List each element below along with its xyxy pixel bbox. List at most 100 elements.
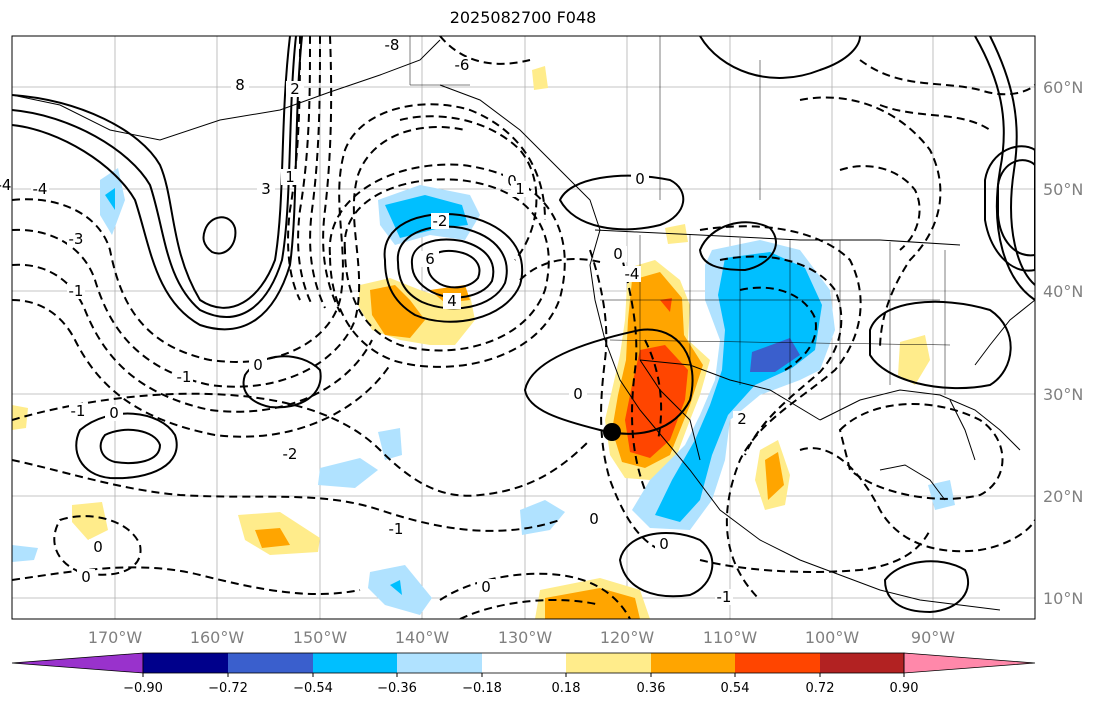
contour-label: -6 bbox=[455, 56, 470, 74]
contour-neg-hawaii bbox=[53, 515, 142, 576]
contour-label-halo bbox=[477, 579, 495, 595]
contour-label: 0 bbox=[573, 385, 583, 403]
contour-low-1 bbox=[383, 213, 524, 323]
contour-neg-4 bbox=[12, 299, 391, 438]
contour-mexico-high bbox=[698, 221, 777, 272]
shade-yellow-p6 bbox=[12, 405, 28, 430]
contour-label: 0 bbox=[253, 356, 263, 374]
colorbar-segment bbox=[482, 653, 566, 673]
contour-neg-gom-2 bbox=[799, 447, 1035, 553]
contour-neg-int-1 bbox=[699, 225, 862, 601]
shade-red-wc bbox=[625, 345, 688, 458]
colorbar-tick-label: −0.36 bbox=[377, 681, 417, 696]
contour-label-halo bbox=[383, 37, 401, 53]
contour-neg-mid-pac bbox=[519, 258, 601, 281]
contour-neg-east-1 bbox=[859, 59, 1035, 96]
contour-label-halo bbox=[77, 569, 95, 585]
contour-label-halo bbox=[623, 266, 641, 282]
contour-label-halo bbox=[67, 231, 85, 247]
lat-label: 20°N bbox=[1043, 487, 1083, 506]
contour-label-halo bbox=[387, 521, 405, 537]
shade-orange-hi2 bbox=[255, 528, 290, 548]
contour-neg-ak-2 bbox=[439, 36, 531, 65]
contour-label: 0 bbox=[635, 170, 645, 188]
contour-neg-int-3 bbox=[739, 286, 817, 371]
shade-yellow-hi1 bbox=[72, 502, 108, 540]
contour-label: -1 bbox=[71, 402, 86, 420]
contour-label-halo bbox=[281, 446, 299, 462]
contour-label-halo bbox=[89, 539, 107, 555]
contour-label: -1 bbox=[389, 520, 404, 538]
contour-neg-3 bbox=[12, 263, 373, 413]
lon-label: 150°W bbox=[293, 628, 348, 647]
contour-north-high bbox=[699, 36, 861, 79]
colorbar-segment bbox=[566, 653, 651, 673]
coast-east bbox=[974, 299, 1035, 366]
contour-label: -4 bbox=[33, 180, 48, 198]
contour-neg-sub-2 bbox=[459, 599, 601, 619]
shade-orange-low bbox=[370, 285, 425, 338]
contour-neg-plains-2 bbox=[839, 165, 921, 251]
shade-blue-low bbox=[385, 195, 468, 238]
storm-marker bbox=[603, 423, 621, 441]
contour-label: 2 bbox=[737, 410, 747, 428]
lon-label: 140°W bbox=[395, 628, 450, 647]
lon-label: 90°W bbox=[911, 628, 955, 647]
contour-sub-high bbox=[618, 532, 714, 598]
contour-label: -1 bbox=[177, 368, 192, 386]
colorbar-tick-label: 0.54 bbox=[721, 681, 750, 696]
colorbar-segment bbox=[228, 653, 313, 673]
shade-lightblue-p5 bbox=[12, 545, 38, 562]
contour-label-halo bbox=[655, 536, 673, 552]
contour-neg-wc-3 bbox=[644, 339, 663, 441]
shade-lightblue-p2 bbox=[520, 500, 565, 535]
contour-label-halo bbox=[67, 283, 85, 299]
contour-label: 0 bbox=[589, 510, 599, 528]
contour-label-halo bbox=[249, 357, 267, 373]
contours-dashed bbox=[12, 36, 1035, 619]
contour-high-hi-inner bbox=[99, 428, 162, 464]
border-us-mexico bbox=[639, 359, 821, 421]
contour-west-coast bbox=[523, 328, 694, 435]
contour-neg-low-ring bbox=[343, 178, 550, 352]
contour-label: -4 bbox=[625, 265, 640, 283]
contour-neg-gulf-ak bbox=[399, 115, 538, 261]
shade-blue-p3 bbox=[390, 580, 402, 595]
contour-neg-sub-1 bbox=[439, 572, 631, 619]
contour-neg-wc-1 bbox=[589, 249, 661, 551]
contour-neg-plains-1 bbox=[799, 96, 942, 351]
map-frame bbox=[11, 35, 1036, 620]
contour-low-3 bbox=[410, 238, 495, 299]
coastlines bbox=[12, 39, 1035, 611]
contour-label-halo bbox=[31, 181, 49, 197]
contour-label-halo bbox=[453, 57, 471, 73]
colorbar-tick-label: −0.54 bbox=[293, 681, 333, 696]
contour-low-4 bbox=[426, 249, 481, 289]
lon-label: 160°W bbox=[190, 628, 245, 647]
latitude-labels: 60°N 50°N 40°N 30°N 20°N 10°N bbox=[1043, 78, 1083, 608]
colorbar-tick-label: 0.36 bbox=[637, 681, 666, 696]
coast-baja bbox=[639, 359, 701, 461]
contour-label: 8 bbox=[235, 76, 245, 94]
contour-label: 3 bbox=[261, 180, 271, 198]
shade-darkblue-int bbox=[750, 338, 800, 372]
shade-yellow-gulf bbox=[898, 335, 930, 385]
contour-label-halo bbox=[175, 369, 193, 385]
contour-east-2 bbox=[989, 36, 1035, 286]
colorbar-tick-label: −0.72 bbox=[208, 681, 248, 696]
colorbar-extend-min bbox=[11, 652, 144, 674]
contour-bc-high bbox=[558, 174, 685, 231]
contour-label-halo bbox=[715, 589, 733, 605]
lon-label: 120°W bbox=[600, 628, 655, 647]
colorbar-tick-label: 0.18 bbox=[552, 681, 581, 696]
colorbar-segment bbox=[143, 653, 228, 673]
contour-label: 6 bbox=[425, 250, 435, 268]
coast-gulf bbox=[819, 389, 1021, 451]
contour-label-halo bbox=[257, 181, 275, 197]
colorbar-extend-max bbox=[903, 652, 1036, 674]
lat-label: 10°N bbox=[1043, 589, 1083, 608]
contour-label: -1 bbox=[717, 588, 732, 606]
colorbar-tick-label: −0.18 bbox=[462, 681, 502, 696]
contour-labels: -88-66-44-33-22-1100000-1-2-101200-1-100… bbox=[0, 36, 751, 606]
lat-label: 40°N bbox=[1043, 282, 1083, 301]
